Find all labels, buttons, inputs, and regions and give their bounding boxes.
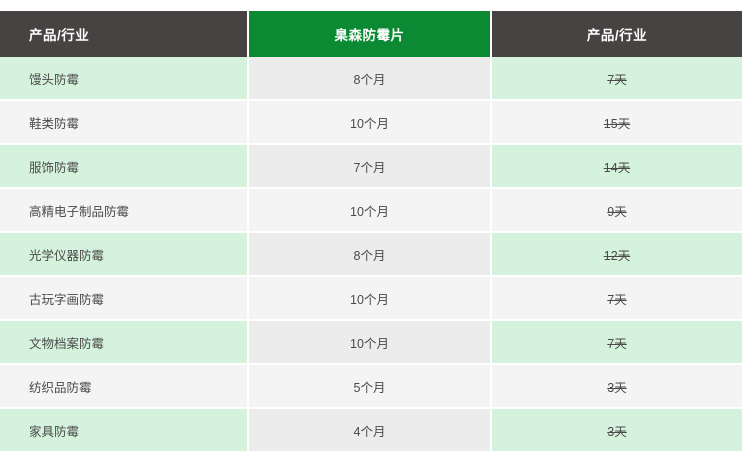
compare-duration-value: 3天 bbox=[607, 424, 627, 439]
cell-brand-duration: 8个月 bbox=[247, 57, 492, 101]
cell-product-name: 鞋类防霉 bbox=[0, 101, 247, 145]
compare-duration-value: 9天 bbox=[607, 204, 627, 219]
table-row: 古玩字画防霉 10个月 7天 bbox=[0, 277, 742, 321]
product-mold-proof-comparison-table: 产品/行业 臬森防霉片 产品/行业 馒头防霉 8个月 7天 鞋类防霉 10个月 15天 服饰… bbox=[0, 11, 742, 451]
compare-duration-value: 14天 bbox=[603, 160, 631, 175]
cell-compare-duration: 7天 bbox=[492, 277, 742, 321]
cell-compare-duration: 7天 bbox=[492, 321, 742, 365]
column-header-product-compare: 产品/行业 bbox=[492, 11, 742, 57]
cell-brand-duration: 10个月 bbox=[247, 321, 492, 365]
cell-product-name: 馒头防霉 bbox=[0, 57, 247, 101]
compare-duration-value: 7天 bbox=[607, 292, 627, 307]
cell-compare-duration: 14天 bbox=[492, 145, 742, 189]
table-row: 纺织品防霉 5个月 3天 bbox=[0, 365, 742, 409]
column-header-product: 产品/行业 bbox=[0, 11, 247, 57]
cell-product-name: 服饰防霉 bbox=[0, 145, 247, 189]
table-header: 产品/行业 臬森防霉片 产品/行业 bbox=[0, 11, 742, 57]
cell-brand-duration: 10个月 bbox=[247, 277, 492, 321]
comparison-table-container: 产品/行业 臬森防霉片 产品/行业 馒头防霉 8个月 7天 鞋类防霉 10个月 15天 服饰… bbox=[0, 11, 742, 451]
cell-compare-duration: 7天 bbox=[492, 57, 742, 101]
compare-duration-value: 7天 bbox=[607, 336, 627, 351]
cell-brand-duration: 5个月 bbox=[247, 365, 492, 409]
table-body: 馒头防霉 8个月 7天 鞋类防霉 10个月 15天 服饰防霉 7个月 14天 高精电子制品防霉 10… bbox=[0, 57, 742, 451]
cell-product-name: 光学仪器防霉 bbox=[0, 233, 247, 277]
table-row: 光学仪器防霉 8个月 12天 bbox=[0, 233, 742, 277]
table-row: 服饰防霉 7个月 14天 bbox=[0, 145, 742, 189]
cell-brand-duration: 10个月 bbox=[247, 101, 492, 145]
cell-brand-duration: 10个月 bbox=[247, 189, 492, 233]
compare-duration-value: 7天 bbox=[607, 72, 627, 87]
cell-product-name: 文物档案防霉 bbox=[0, 321, 247, 365]
cell-product-name: 纺织品防霉 bbox=[0, 365, 247, 409]
cell-brand-duration: 7个月 bbox=[247, 145, 492, 189]
cell-product-name: 高精电子制品防霉 bbox=[0, 189, 247, 233]
column-header-brand-product: 臬森防霉片 bbox=[247, 11, 492, 57]
cell-compare-duration: 12天 bbox=[492, 233, 742, 277]
cell-brand-duration: 8个月 bbox=[247, 233, 492, 277]
table-row: 家具防霉 4个月 3天 bbox=[0, 409, 742, 451]
table-row: 高精电子制品防霉 10个月 9天 bbox=[0, 189, 742, 233]
table-row: 馒头防霉 8个月 7天 bbox=[0, 57, 742, 101]
compare-duration-value: 3天 bbox=[607, 380, 627, 395]
cell-brand-duration: 4个月 bbox=[247, 409, 492, 451]
cell-product-name: 古玩字画防霉 bbox=[0, 277, 247, 321]
cell-compare-duration: 3天 bbox=[492, 409, 742, 451]
cell-compare-duration: 3天 bbox=[492, 365, 742, 409]
cell-product-name: 家具防霉 bbox=[0, 409, 247, 451]
cell-compare-duration: 15天 bbox=[492, 101, 742, 145]
table-row: 文物档案防霉 10个月 7天 bbox=[0, 321, 742, 365]
compare-duration-value: 12天 bbox=[603, 248, 631, 263]
compare-duration-value: 15天 bbox=[603, 116, 631, 131]
table-row: 鞋类防霉 10个月 15天 bbox=[0, 101, 742, 145]
cell-compare-duration: 9天 bbox=[492, 189, 742, 233]
table-header-row: 产品/行业 臬森防霉片 产品/行业 bbox=[0, 11, 742, 57]
